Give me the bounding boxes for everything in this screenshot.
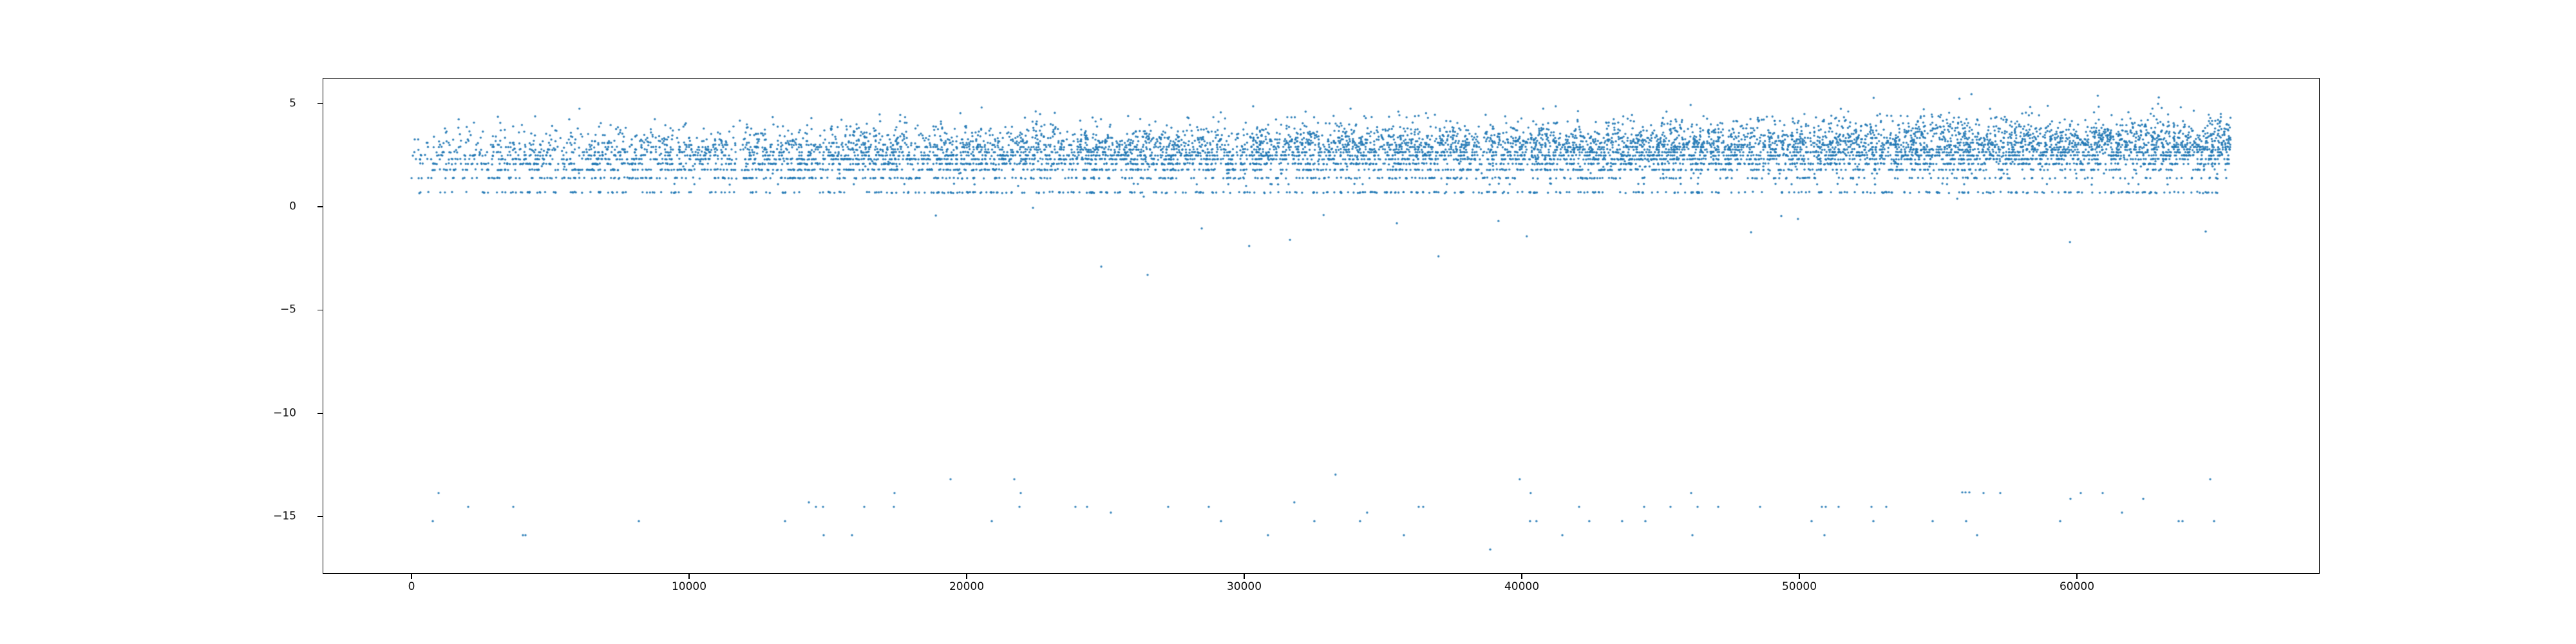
plot-frame [323,78,2320,574]
y-tick-mark [317,102,323,104]
y-tick-label: −5 [279,303,296,316]
x-tick-mark [966,574,967,579]
x-tick-label: 50000 [1781,580,1817,593]
x-tick-mark [411,574,412,579]
y-tick-mark [317,309,323,311]
y-tick-label: −10 [273,406,296,420]
x-tick-label: 0 [408,580,415,593]
x-tick-mark [1244,574,1245,579]
x-tick-mark [2076,574,2078,579]
x-tick-label: 40000 [1504,580,1540,593]
y-tick-label: 0 [289,200,296,213]
x-tick-mark [1521,574,1522,579]
x-tick-mark [1799,574,1800,579]
x-tick-label: 60000 [2059,580,2095,593]
x-tick-label: 30000 [1226,580,1262,593]
x-tick-label: 10000 [671,580,707,593]
y-tick-mark [317,206,323,207]
y-tick-label: 5 [289,97,296,110]
y-tick-mark [317,516,323,517]
y-tick-mark [317,412,323,414]
x-tick-mark [688,574,690,579]
y-tick-label: −15 [273,509,296,523]
x-tick-label: 20000 [949,580,985,593]
